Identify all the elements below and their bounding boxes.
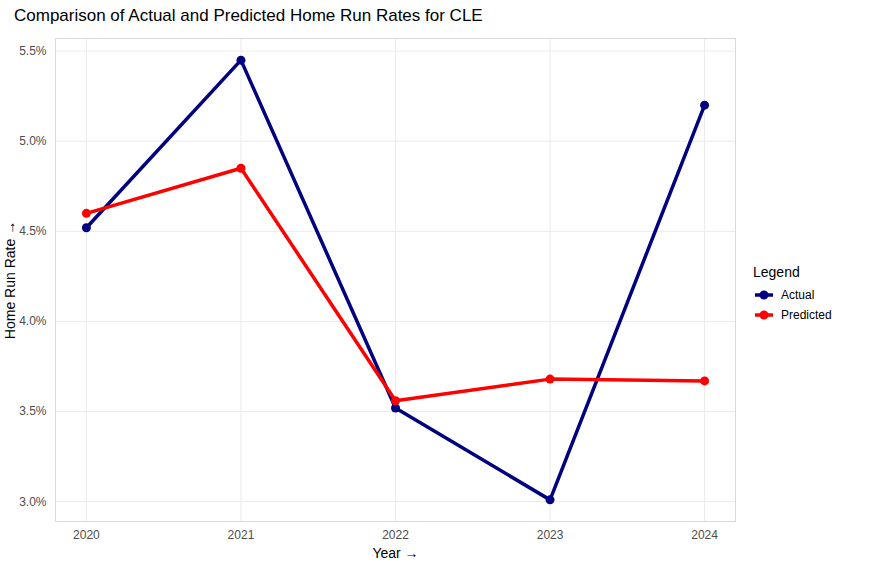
- html-text:Actual: Actual: [781, 287, 815, 302]
- svg-text:4.5%: 4.5%: [19, 224, 47, 238]
- svg-text:5.5%: 5.5%: [19, 44, 47, 58]
- svg-text:Year →: Year →: [372, 545, 418, 561]
- html-text:Predicted: Predicted: [781, 307, 832, 322]
- svg-text:2022: 2022: [382, 528, 409, 542]
- svg-text:2024: 2024: [691, 528, 718, 542]
- svg-text:Home Run Rate →: Home Run Rate →: [2, 221, 18, 339]
- html-text:Legend: Legend: [753, 263, 800, 280]
- svg-text:3.0%: 3.0%: [19, 495, 47, 509]
- svg-text:3.5%: 3.5%: [19, 404, 47, 418]
- svg-text:2023: 2023: [537, 528, 564, 542]
- svg-text:2021: 2021: [228, 528, 255, 542]
- svg-text:5.0%: 5.0%: [19, 134, 47, 148]
- html-text:Comparison of Actual and Predi: Comparison of Actual and Predicted Home …: [14, 6, 483, 25]
- svg-text:2020: 2020: [73, 528, 100, 542]
- svg-text:4.0%: 4.0%: [19, 314, 47, 328]
